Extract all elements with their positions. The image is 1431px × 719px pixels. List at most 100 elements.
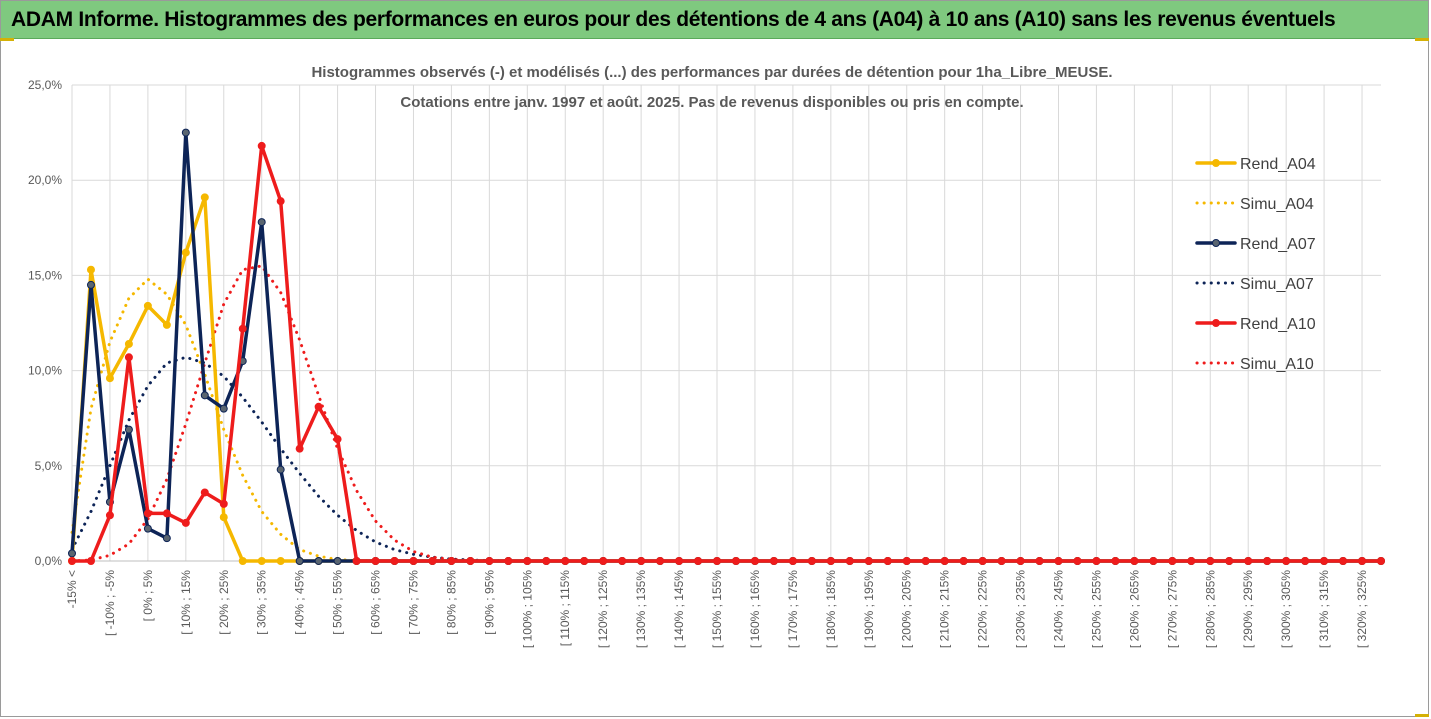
x-tick-label: [ 290% ; 295%	[1241, 570, 1255, 648]
chart-subtitle-line-2: Cotations entre janv. 1997 et août. 2025…	[400, 94, 1023, 111]
data-point-Rend_A10	[1054, 557, 1063, 565]
data-point-Rend_A10	[769, 557, 778, 565]
data-point-Rend_A10	[390, 557, 399, 565]
data-point-Rend_A10	[1035, 557, 1044, 565]
series-Simu_A07	[70, 355, 1383, 563]
x-tick-label: [ 310% ; 315%	[1317, 570, 1331, 648]
legend-marker	[1212, 319, 1220, 327]
x-tick-label: [ 200% ; 205%	[900, 570, 914, 648]
selection-handle-top-left	[0, 38, 14, 41]
x-tick-label: [ -10% ; -5%	[103, 570, 117, 636]
chart-subtitle-line-1: Histogrammes observés (-) et modélisés (…	[311, 64, 1112, 81]
data-point-Rend_A07	[276, 465, 285, 474]
data-point-Rend_A10	[1149, 557, 1158, 565]
legend-label: Simu_A07	[1240, 276, 1314, 293]
data-point-Rend_A04	[105, 374, 114, 383]
data-point-Rend_A10	[921, 557, 930, 565]
x-tick-label: [ 10% ; 15%	[179, 570, 193, 635]
data-point-Rend_A07	[314, 557, 323, 565]
data-point-Rend_A10	[694, 557, 703, 565]
series-line-Simu_A07	[70, 355, 1383, 563]
series-layer	[68, 128, 1385, 565]
y-axis-ticks: 0,0% 5,0% 10,0% 15,0% 20,0% 25,0%	[28, 78, 62, 568]
data-point-Rend_A10	[997, 557, 1006, 565]
data-point-Rend_A10	[788, 557, 797, 565]
series-Rend_A07	[68, 128, 1385, 565]
data-point-Rend_A07	[162, 534, 171, 543]
legend-label: Rend_A04	[1240, 156, 1316, 173]
data-point-Rend_A04	[86, 265, 95, 274]
header-bar: ADAM Informe. Histogrammes des performan…	[1, 1, 1428, 39]
legend-label: Simu_A04	[1240, 196, 1314, 213]
x-tick-label: [ 110% ; 115%	[558, 570, 572, 647]
data-point-Rend_A07	[124, 425, 133, 434]
x-tick-label: [ 230% ; 235%	[1014, 570, 1028, 648]
data-point-Rend_A04	[124, 339, 133, 348]
x-tick-label: [ 50% ; 55%	[331, 570, 345, 635]
legend-item-Rend_A07: Rend_A07	[1195, 236, 1316, 253]
x-tick-label: [ 180% ; 185%	[824, 570, 838, 648]
data-point-Rend_A07	[86, 280, 95, 289]
x-tick-label: [ 260% ; 265%	[1127, 570, 1141, 648]
x-tick-label: [ 270% ; 275%	[1165, 570, 1179, 648]
x-tick-label: [ 140% ; 145%	[672, 570, 686, 648]
data-point-Rend_A10	[504, 557, 513, 565]
x-tick-label: [ 130% ; 135%	[634, 570, 648, 648]
data-point-Rend_A07	[181, 128, 190, 137]
data-point-Rend_A10	[1206, 557, 1215, 565]
data-point-Rend_A10	[826, 557, 835, 565]
x-tick-label: [ 240% ; 245%	[1051, 570, 1065, 648]
data-point-Rend_A10	[200, 488, 209, 497]
data-point-Rend_A10	[1168, 557, 1177, 565]
x-tick-label: [ 60% ; 65%	[369, 570, 383, 635]
legend-item-Simu_A10: Simu_A10	[1195, 356, 1314, 373]
data-point-Rend_A10	[238, 324, 247, 333]
data-point-Rend_A10	[371, 557, 380, 565]
x-tick-label: [ 250% ; 255%	[1089, 570, 1103, 648]
data-point-Rend_A10	[959, 557, 968, 565]
x-tick-label: [ 220% ; 225%	[976, 570, 990, 648]
data-point-Rend_A10	[105, 511, 114, 520]
series-Rend_A04	[68, 193, 1385, 565]
x-tick-label: [ 40% ; 45%	[293, 570, 307, 635]
data-point-Rend_A04	[276, 557, 285, 565]
data-point-Rend_A10	[219, 499, 228, 508]
legend-item-Simu_A07: Simu_A07	[1195, 276, 1314, 293]
data-point-Rend_A10	[1130, 557, 1139, 565]
data-point-Rend_A10	[1358, 557, 1367, 565]
data-point-Rend_A10	[314, 402, 323, 411]
x-tick-label: [ 210% ; 215%	[938, 570, 952, 648]
y-tick-label: 0,0%	[35, 554, 63, 568]
data-point-Rend_A07	[200, 391, 209, 400]
data-point-Rend_A07	[333, 557, 342, 565]
y-tick-label: 15,0%	[28, 268, 62, 282]
data-point-Rend_A10	[143, 509, 152, 518]
data-point-Rend_A10	[750, 557, 759, 565]
x-tick-label: [ 150% ; 155%	[710, 570, 724, 648]
series-line-Rend_A10	[70, 144, 1383, 563]
legend-label: Rend_A07	[1240, 236, 1316, 253]
data-point-Rend_A10	[86, 557, 95, 565]
data-point-Rend_A10	[1301, 557, 1310, 565]
data-point-Rend_A10	[883, 557, 892, 565]
data-point-Rend_A10	[124, 353, 133, 362]
data-point-Rend_A04	[162, 320, 171, 329]
data-point-Rend_A07	[257, 218, 266, 227]
data-point-Rend_A10	[599, 557, 608, 565]
data-point-Rend_A10	[713, 557, 722, 565]
data-point-Rend_A10	[1377, 557, 1385, 565]
series-Rend_A10	[68, 141, 1385, 565]
data-point-Rend_A10	[1339, 557, 1348, 565]
page-title: ADAM Informe. Histogrammes des performan…	[11, 8, 1336, 31]
legend: Rend_A04 Simu_A04 Rend_A07 Simu_A07 Rend_A10…	[1195, 156, 1316, 373]
data-point-Rend_A10	[656, 557, 665, 565]
data-point-Rend_A04	[219, 513, 228, 522]
data-point-Rend_A10	[561, 557, 570, 565]
legend-marker	[1212, 159, 1220, 167]
selection-handle-bottom-right	[1415, 714, 1429, 717]
data-point-Rend_A04	[143, 301, 152, 310]
x-tick-label: [ 190% ; 195%	[862, 570, 876, 648]
x-tick-label: [ 120% ; 125%	[596, 570, 610, 648]
data-point-Rend_A10	[162, 509, 171, 518]
legend-label: Simu_A10	[1240, 356, 1314, 373]
